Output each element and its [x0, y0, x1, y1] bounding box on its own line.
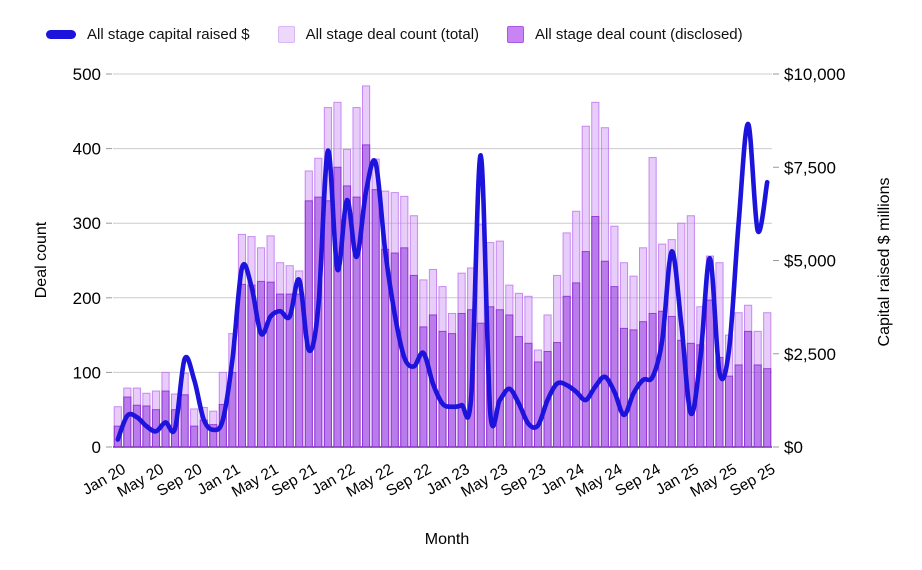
disclosed-bar [600, 260, 609, 448]
disclosed-bar [180, 394, 189, 448]
x-tick-label: Sep 20 [154, 461, 205, 500]
disclosed-bar [323, 200, 332, 448]
left-tick-label: 300 [73, 214, 101, 233]
disclosed-bar [295, 293, 304, 448]
left-axis-title: Deal count [33, 221, 50, 298]
disclosed-bar [209, 424, 218, 448]
disclosed-bar [362, 144, 371, 448]
disclosed-bar [190, 425, 199, 448]
disclosed-bar [276, 293, 285, 448]
disclosed-bar [591, 215, 600, 448]
left-axis-ticks: 0 100 200 300 400 500 [73, 65, 112, 457]
left-tick-label: 500 [73, 65, 101, 84]
disclosed-bar [333, 166, 342, 448]
chart-legend: All stage capital raised $ All stage dea… [46, 26, 743, 43]
legend-label: All stage deal count (disclosed) [535, 26, 743, 43]
disclosed-bar [495, 309, 504, 448]
right-tick-label: $0 [784, 438, 803, 457]
disclosed-bar [256, 280, 266, 448]
disclosed-bar [744, 330, 753, 448]
disclosed-bar [763, 368, 772, 448]
disclosed-bar [419, 326, 428, 448]
disclosed-bar [705, 299, 714, 448]
disclosed-bar [610, 286, 619, 448]
disclosed-bar [658, 310, 667, 448]
disclosed-bar [285, 293, 294, 448]
disclosed-bar [438, 330, 447, 448]
x-tick-label: Sep 24 [613, 461, 664, 500]
line-series-swatch-icon [46, 30, 76, 39]
left-tick-label: 100 [73, 363, 101, 382]
right-tick-label: $5,000 [784, 252, 836, 271]
legend-label: All stage capital raised $ [87, 26, 250, 43]
disclosed-bar [524, 342, 533, 448]
disclosed-bar [753, 364, 762, 448]
disclosed-bar [724, 375, 734, 448]
right-tick-label: $7,500 [784, 158, 836, 177]
x-tick-group: Sep 20 [154, 461, 205, 500]
total-bar-swatch-icon [277, 26, 295, 43]
disclosed-bar-swatch-icon [507, 26, 525, 43]
legend-label: All stage deal count (total) [305, 26, 480, 43]
disclosed-bar [447, 333, 457, 448]
capital-raised-line [115, 121, 770, 442]
disclosed-bar [132, 404, 141, 448]
disclosed-bar [581, 251, 590, 448]
disclosed-bar [390, 252, 399, 448]
disclosed-bar [237, 283, 247, 448]
disclosed-bar [371, 189, 380, 448]
disclosed-bar [667, 315, 676, 448]
right-tick-label: $10,000 [784, 65, 845, 84]
disclosed-bar [266, 281, 275, 448]
disclosed-bar [572, 282, 581, 448]
legend-item-deal-count-total: All stage deal count (total) [277, 26, 480, 43]
disclosed-bar [734, 364, 743, 448]
disclosed-bar [476, 322, 485, 448]
left-tick-label: 0 [92, 438, 101, 457]
right-tick-label: $2,500 [784, 345, 836, 364]
disclosed-bar [342, 185, 352, 448]
legend-item-deal-count-disclosed: All stage deal count (disclosed) [507, 26, 743, 43]
disclosed-bar [533, 361, 543, 448]
legend-item-capital-raised: All stage capital raised $ [46, 26, 250, 43]
left-tick-label: 400 [73, 140, 101, 159]
disclosed-bar [553, 342, 562, 448]
right-axis-title: Capital raised $ millions [876, 178, 893, 347]
disclosed-bar [514, 336, 523, 448]
disclosed-bar [161, 390, 170, 448]
left-tick-label: 200 [73, 289, 101, 308]
disclosed-bar [619, 327, 629, 448]
disclosed-bar [457, 312, 466, 448]
right-axis-ticks: $0 $2,500 $5,000 $7,500 $10,000 [773, 65, 845, 457]
x-tick-group: Sep 24 [613, 461, 664, 500]
x-axis-title: Month [425, 531, 469, 548]
disclosed-bar [562, 295, 571, 448]
disclosed-bar [505, 314, 514, 448]
disclosed-bar [352, 196, 361, 448]
